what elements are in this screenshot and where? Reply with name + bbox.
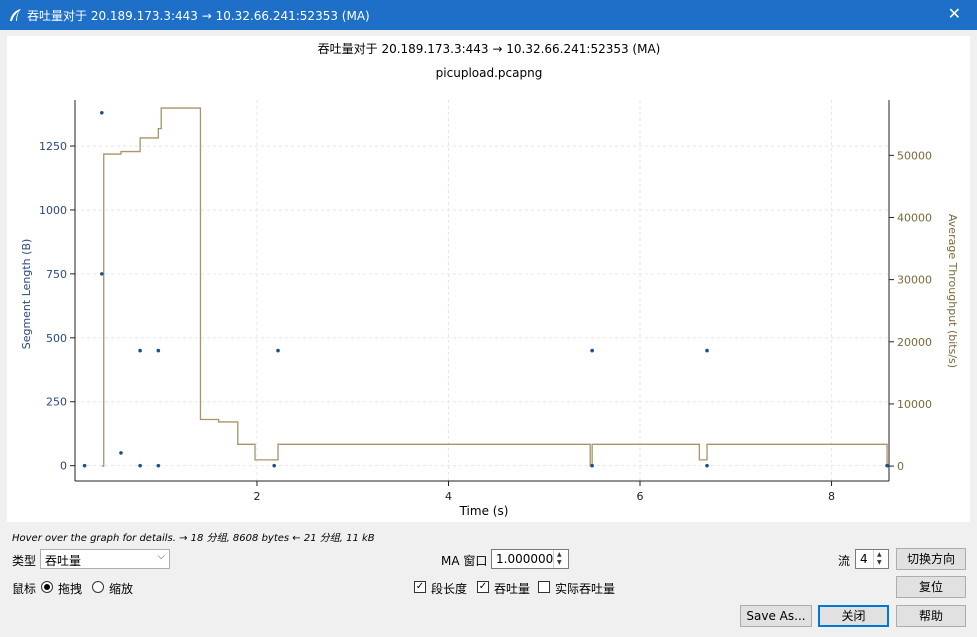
y2-tick-label: 40000 <box>897 211 932 224</box>
segment-point <box>885 463 889 468</box>
axes <box>70 100 894 486</box>
save-as-button[interactable]: Save As... <box>740 605 812 627</box>
x-tick-label: 4 <box>445 490 452 503</box>
chart-series <box>82 107 889 468</box>
mouse-drag-label[interactable]: 拖拽 <box>58 582 83 596</box>
throughput-label[interactable]: 吞吐量 <box>494 582 531 596</box>
mouse-label: 鼠标 <box>12 582 37 596</box>
help-button[interactable]: 帮助 <box>896 605 966 627</box>
ma-window-label: MA 窗口 <box>441 554 488 568</box>
reset-button[interactable]: 复位 <box>896 576 966 598</box>
chevron-down-icon: ⌵ <box>157 551 165 562</box>
plot-area[interactable]: 吞吐量对于 20.189.173.3:443 → 10.32.66.241:52… <box>7 36 970 522</box>
mouse-zoom-radio[interactable] <box>92 581 104 593</box>
ma-spin-buttons[interactable]: ▲ ▼ <box>553 550 568 568</box>
x-axis-label: Time (s) <box>459 504 509 518</box>
spin-up-icon[interactable]: ▲ <box>877 551 882 558</box>
y-tick-label: 1000 <box>39 204 67 217</box>
segment-point <box>138 348 142 353</box>
close-button[interactable]: 关闭 <box>818 605 889 627</box>
throughput-series-line <box>101 107 888 467</box>
ma-window-value: 1.000000 <box>496 552 554 566</box>
chart-subtitle: picupload.pcapng <box>436 66 543 80</box>
y2-axis-label: Average Throughput (bits/s) <box>946 214 959 368</box>
segment-point <box>82 463 87 468</box>
segment-point <box>100 272 104 276</box>
stream-value: 4 <box>860 552 868 566</box>
throughput-checkbox[interactable]: ✓ <box>477 581 489 593</box>
y-tick-label: 0 <box>60 460 67 473</box>
spin-up-icon[interactable]: ▲ <box>557 551 562 558</box>
goodput-checkbox[interactable] <box>538 581 550 593</box>
type-select-value: 吞吐量 <box>45 554 82 568</box>
goodput-label[interactable]: 实际吞吐量 <box>555 582 616 596</box>
grid-lines <box>75 100 889 481</box>
mouse-drag-radio[interactable] <box>41 581 53 593</box>
window-titlebar: 吞吐量对于 20.189.173.3:443 → 10.32.66.241:52… <box>0 0 977 30</box>
ma-window-spinbox[interactable]: 1.000000 ▲ ▼ <box>491 549 569 569</box>
segment-point <box>156 463 161 468</box>
stream-spinbox[interactable]: 4 ▲ ▼ <box>855 549 889 569</box>
window-title: 吞吐量对于 20.189.173.3:443 → 10.32.66.241:52… <box>27 9 370 23</box>
throughput-chart[interactable]: 吞吐量对于 20.189.173.3:443 → 10.32.66.241:52… <box>7 36 970 522</box>
wireshark-fin-icon <box>10 9 21 21</box>
type-select[interactable]: 吞吐量 ⌵ <box>40 549 170 569</box>
segment-point <box>272 463 276 468</box>
y2-tick-label: 50000 <box>897 149 932 162</box>
stream-label: 流 <box>838 554 851 568</box>
tick-labels: 2 4 6 8 0 250 500 750 1000 1250 0 10000 20000 30000 40… <box>39 140 932 503</box>
y-tick-label: 250 <box>46 396 67 409</box>
y2-tick-label: 30000 <box>897 274 932 287</box>
switch-direction-button[interactable]: 切换方向 <box>896 548 966 570</box>
spin-down-icon[interactable]: ▼ <box>877 559 882 566</box>
y-axis-label: Segment Length (B) <box>20 239 33 350</box>
segment-point <box>705 348 709 353</box>
x-tick-label: 8 <box>828 490 835 503</box>
y2-tick-label: 10000 <box>897 398 932 411</box>
spin-down-icon[interactable]: ▼ <box>557 559 562 566</box>
hover-hint: Hover over the graph for details. → 18 分… <box>12 533 375 544</box>
segment-point <box>138 463 142 468</box>
y-tick-label: 750 <box>46 268 67 281</box>
stream-spin-buttons[interactable]: ▲ ▼ <box>873 550 888 568</box>
type-label: 类型 <box>12 554 37 568</box>
y-tick-label: 500 <box>46 332 67 345</box>
chart-title: 吞吐量对于 20.189.173.3:443 → 10.32.66.241:52… <box>318 42 661 56</box>
y-tick-label: 1250 <box>39 140 67 153</box>
segment-point <box>276 348 280 353</box>
segment-point <box>100 110 104 115</box>
x-tick-label: 6 <box>637 490 644 503</box>
mouse-zoom-label[interactable]: 缩放 <box>109 582 134 596</box>
x-tick-label: 2 <box>253 490 260 503</box>
close-icon[interactable]: ✕ <box>947 4 961 23</box>
segment-point <box>705 463 709 468</box>
segment-length-checkbox[interactable]: ✓ <box>414 581 426 593</box>
segment-point <box>590 348 594 353</box>
segment-point <box>119 451 123 455</box>
segment-point <box>156 348 161 353</box>
y2-tick-label: 0 <box>897 460 904 473</box>
y2-tick-label: 20000 <box>897 336 932 349</box>
segment-point <box>590 463 594 468</box>
segment-length-label[interactable]: 段长度 <box>431 582 468 596</box>
